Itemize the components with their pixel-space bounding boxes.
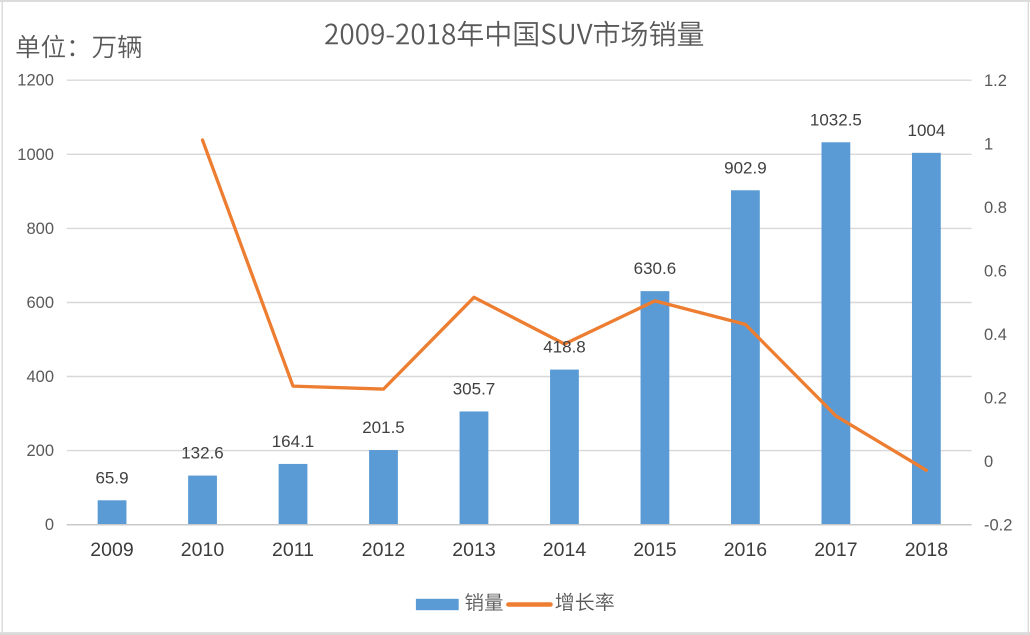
svg-text:1032.5: 1032.5 xyxy=(810,110,862,129)
svg-text:65.9: 65.9 xyxy=(95,468,128,487)
svg-text:200: 200 xyxy=(26,442,54,460)
svg-text:0: 0 xyxy=(984,453,993,471)
svg-text:305.7: 305.7 xyxy=(453,380,496,399)
svg-text:201.5: 201.5 xyxy=(362,418,405,437)
svg-text:1200: 1200 xyxy=(17,72,54,90)
svg-text:2014: 2014 xyxy=(543,539,587,561)
svg-text:2013: 2013 xyxy=(452,539,495,561)
svg-text:418.8: 418.8 xyxy=(543,338,586,357)
svg-text:2011: 2011 xyxy=(272,539,314,561)
svg-text:0.6: 0.6 xyxy=(984,263,1007,281)
svg-text:2018: 2018 xyxy=(905,539,948,561)
svg-text:2009: 2009 xyxy=(90,539,133,561)
svg-text:1004: 1004 xyxy=(907,121,945,140)
svg-text:1: 1 xyxy=(984,136,993,154)
svg-text:2010: 2010 xyxy=(181,539,225,561)
svg-text:2016: 2016 xyxy=(724,539,767,561)
svg-text:-0.2: -0.2 xyxy=(984,517,1012,535)
svg-text:2017: 2017 xyxy=(814,539,857,561)
svg-text:600: 600 xyxy=(26,294,54,312)
svg-text:0.8: 0.8 xyxy=(984,199,1007,217)
svg-text:132.6: 132.6 xyxy=(181,444,224,463)
svg-text:800: 800 xyxy=(26,220,54,238)
svg-text:164.1: 164.1 xyxy=(272,432,315,451)
svg-text:400: 400 xyxy=(26,368,54,386)
svg-text:2012: 2012 xyxy=(362,539,405,561)
svg-text:0.2: 0.2 xyxy=(984,390,1007,408)
svg-text:630.6: 630.6 xyxy=(634,259,677,278)
svg-text:0.4: 0.4 xyxy=(984,326,1007,344)
svg-text:902.9: 902.9 xyxy=(724,158,767,177)
svg-text:0: 0 xyxy=(45,516,54,534)
svg-text:2015: 2015 xyxy=(633,539,677,561)
svg-text:1.2: 1.2 xyxy=(984,72,1007,90)
svg-text:1000: 1000 xyxy=(17,146,54,164)
